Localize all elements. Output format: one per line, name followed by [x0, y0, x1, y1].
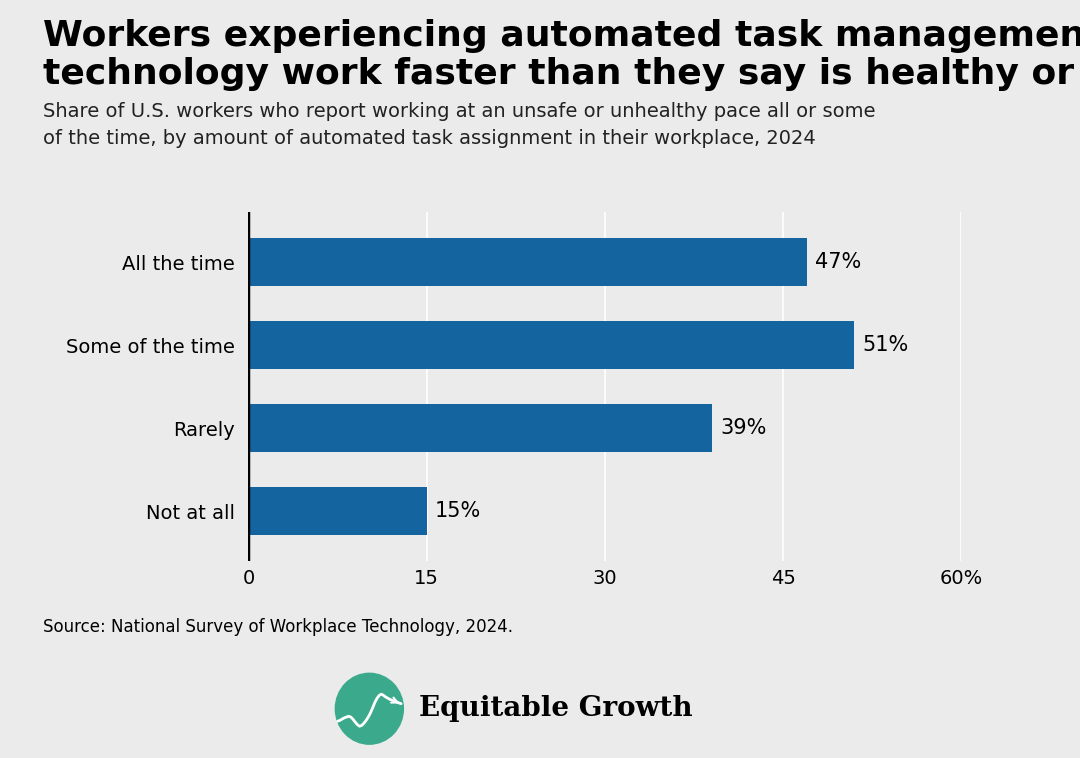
Bar — [248, 238, 807, 286]
Text: 15%: 15% — [435, 501, 482, 521]
Bar — [248, 487, 427, 535]
Bar — [248, 321, 854, 369]
Text: technology work faster than they say is healthy or safe: technology work faster than they say is … — [43, 57, 1080, 91]
Ellipse shape — [336, 673, 404, 744]
Text: Workers experiencing automated task management: Workers experiencing automated task mana… — [43, 19, 1080, 53]
Text: 51%: 51% — [863, 335, 909, 355]
Bar — [248, 404, 712, 453]
Text: Share of U.S. workers who report working at an unsafe or unhealthy pace all or s: Share of U.S. workers who report working… — [43, 102, 876, 148]
Text: Source: National Survey of Workplace Technology, 2024.: Source: National Survey of Workplace Tec… — [43, 618, 513, 636]
Text: Equitable Growth: Equitable Growth — [419, 695, 693, 722]
Text: 47%: 47% — [815, 252, 862, 272]
Text: 39%: 39% — [720, 418, 767, 438]
